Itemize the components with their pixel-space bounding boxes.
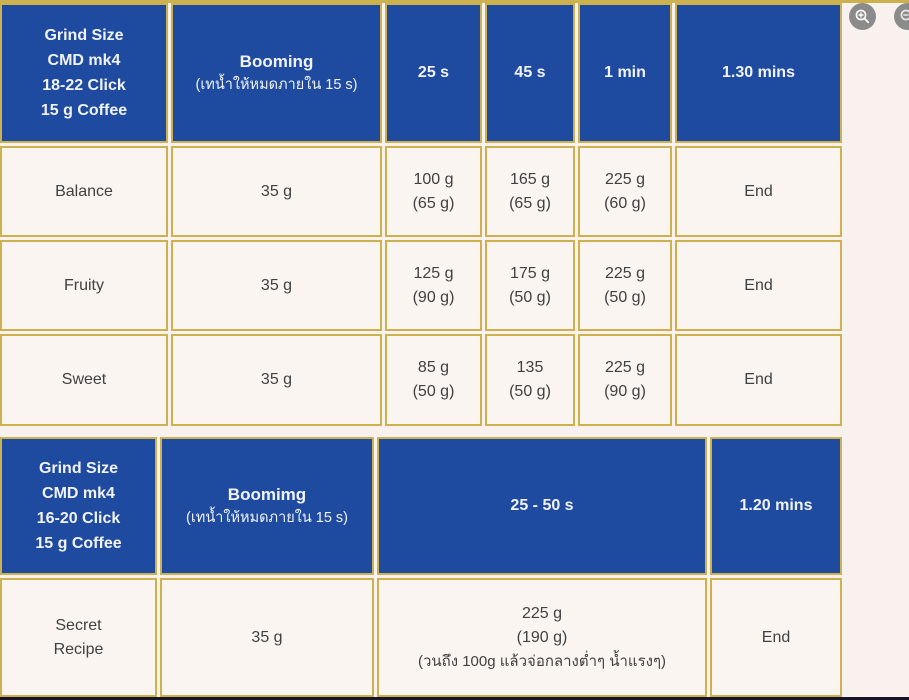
t1-row-sweet-pour2: 135 (50 g) xyxy=(485,334,575,426)
pour-added: (50 g) xyxy=(509,288,551,306)
booming-subtitle-thai: (เทน้ำให้หมดภายใน 15 s) xyxy=(185,510,349,526)
t2-row-secret-bloom: 35 g xyxy=(160,578,374,697)
t1-header-45s: 45 s xyxy=(485,3,575,143)
coffee-dose-line: 15 g Coffee xyxy=(35,535,122,552)
t1-header-1min: 1 min xyxy=(578,3,672,143)
pour-technique-note-thai: (วนถึง 100g แล้วจ่อกลางต่ำๆ น้ำแรงๆ) xyxy=(417,652,667,670)
recipe-name-line: Recipe xyxy=(53,640,104,658)
pour-added: (90 g) xyxy=(604,383,646,400)
magnifier-plus-icon xyxy=(854,8,871,25)
t1-row-fruity-pour1: 125 g (90 g) xyxy=(385,240,482,331)
t1-header-booming: Booming (เทน้ำให้หมดภายใน 15 s) xyxy=(171,3,382,143)
t1-row-fruity-bloom: 35 g xyxy=(171,240,382,331)
t1-row-sweet-end: End xyxy=(675,334,842,426)
time-label: 45 s xyxy=(514,64,546,81)
bottom-video-edge xyxy=(0,697,909,700)
time-label: 25 s xyxy=(417,64,450,81)
t1-row-balance-pour3: 225 g (60 g) xyxy=(578,146,672,237)
table-gap xyxy=(0,427,909,437)
t2-row-secret-name: Secret Recipe xyxy=(0,578,157,697)
pour-added: (65 g) xyxy=(412,194,455,212)
pour-total: 100 g xyxy=(413,170,454,188)
booming-subtitle-thai: (เทน้ำให้หมดภายใน 15 s) xyxy=(195,77,358,93)
booming-title: Boomimg xyxy=(227,485,307,504)
t1-row-sweet-name: Sweet xyxy=(0,334,168,426)
top-border-line xyxy=(0,0,909,3)
time-label: 1.30 mins xyxy=(722,64,795,81)
t2-header-120mins: 1.20 mins xyxy=(710,437,842,575)
pour-total: 165 g xyxy=(509,170,551,188)
pour-added: (60 g) xyxy=(604,194,646,212)
t1-row-balance-end: End xyxy=(675,146,842,237)
pour-total: 225 g xyxy=(521,604,563,622)
click-range-line: 18-22 Click xyxy=(42,77,126,94)
pour-total: 125 g xyxy=(413,264,454,282)
t1-row-fruity-name: Fruity xyxy=(0,240,168,331)
grind-size-line: Grind Size xyxy=(38,460,119,477)
t1-header-25s: 25 s xyxy=(385,3,482,143)
t1-row-fruity-pour3: 225 g (50 g) xyxy=(578,240,672,331)
t1-header-grind-size: Grind Size CMD mk4 18-22 Click 15 g Coff… xyxy=(0,3,168,143)
t1-header-130mins: 1.30 mins xyxy=(675,3,842,143)
t2-header-grind-size: Grind Size CMD mk4 16-20 Click 15 g Coff… xyxy=(0,437,157,575)
pour-total: 225 g xyxy=(604,264,646,282)
t1-row-balance-bloom: 35 g xyxy=(171,146,382,237)
pour-added: (90 g) xyxy=(412,288,455,306)
pour-total: 175 g xyxy=(509,264,551,282)
recipe-table-2: Grind Size CMD mk4 16-20 Click 15 g Coff… xyxy=(0,437,842,697)
t2-row-secret-end: End xyxy=(710,578,842,697)
pour-added: (50 g) xyxy=(412,383,455,400)
grinder-model-line: CMD mk4 xyxy=(42,485,115,502)
pour-total: 225 g xyxy=(604,170,646,188)
pour-added: (50 g) xyxy=(509,383,551,400)
t2-row-secret-pour: 225 g (190 g) (วนถึง 100g แล้วจ่อกลางต่ำ… xyxy=(377,578,707,697)
recipe-name-line: Secret xyxy=(55,616,102,634)
t1-row-balance-pour2: 165 g (65 g) xyxy=(485,146,575,237)
pour-total: 225 g xyxy=(604,359,646,376)
pour-added: (65 g) xyxy=(509,194,551,212)
time-label: 1.20 mins xyxy=(739,497,813,514)
zoom-in-button[interactable] xyxy=(849,3,876,30)
pour-added: (190 g) xyxy=(516,628,568,646)
coffee-dose-line: 15 g Coffee xyxy=(40,102,128,119)
t1-row-sweet-bloom: 35 g xyxy=(171,334,382,426)
magnifier-icon xyxy=(899,8,909,25)
pour-total: 85 g xyxy=(417,359,450,376)
t1-row-balance-name: Balance xyxy=(0,146,168,237)
t2-header-booming: Boomimg (เทน้ำให้หมดภายใน 15 s) xyxy=(160,437,374,575)
recipe-table-1: Grind Size CMD mk4 18-22 Click 15 g Coff… xyxy=(0,3,842,426)
zoom-out-button[interactable] xyxy=(894,3,909,30)
t2-header-time-range: 25 - 50 s xyxy=(377,437,707,575)
pour-added: (50 g) xyxy=(604,288,646,306)
grinder-model-line: CMD mk4 xyxy=(47,52,121,69)
t1-row-sweet-pour3: 225 g (90 g) xyxy=(578,334,672,426)
t1-row-balance-pour1: 100 g (65 g) xyxy=(385,146,482,237)
pour-total: 135 xyxy=(516,359,544,376)
grind-size-line: Grind Size xyxy=(44,27,124,44)
t1-row-fruity-end: End xyxy=(675,240,842,331)
time-label: 1 min xyxy=(604,64,646,81)
t1-row-sweet-pour1: 85 g (50 g) xyxy=(385,334,482,426)
booming-title: Booming xyxy=(239,52,314,71)
time-label: 25 - 50 s xyxy=(510,497,574,514)
click-range-line: 16-20 Click xyxy=(36,510,121,527)
t1-row-fruity-pour2: 175 g (50 g) xyxy=(485,240,575,331)
